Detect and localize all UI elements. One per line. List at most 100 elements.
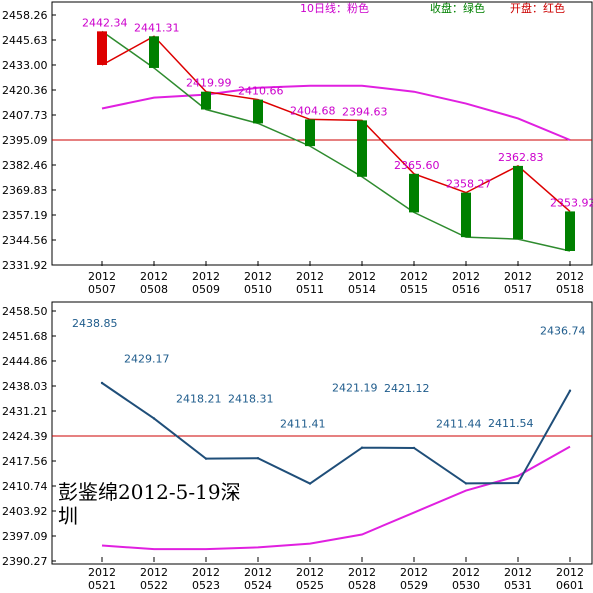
top-xtick-day: 0507 (88, 283, 116, 296)
top-data-label: 2394.63 (342, 105, 388, 118)
top-data-label: 2365.60 (394, 159, 440, 172)
bottom-data-label: 2411.54 (488, 417, 534, 430)
top-xtick-day: 0516 (452, 283, 480, 296)
bottom-xtick-day: 0528 (348, 579, 376, 592)
ma10-series-line (101, 84, 571, 141)
top-data-label: 2441.31 (134, 21, 180, 34)
bottom-data-label: 2438.85 (72, 317, 118, 330)
bottom-data-label: 2436.74 (540, 325, 586, 338)
candle-body (97, 31, 107, 65)
bottom-xtick-day: 0529 (400, 579, 428, 592)
top-xtick-day: 0517 (504, 283, 532, 296)
candle-body (253, 99, 263, 124)
top-data-label: 2442.34 (82, 16, 128, 29)
bottom-data-point (516, 481, 520, 485)
bottom-ytick-label: 2403.92 (2, 505, 48, 518)
top-data-label: 2362.83 (498, 151, 544, 164)
top-ytick-label: 2331.92 (2, 259, 48, 272)
open-series-line (101, 35, 571, 212)
top-ytick-label: 2395.09 (2, 134, 48, 147)
bottom-xtick-year: 2012 (140, 566, 168, 579)
bottom-data-point (256, 457, 260, 460)
bottom-xtick-year: 2012 (400, 566, 428, 579)
bottom-ytick-label: 2444.86 (2, 355, 48, 368)
top-ytick-label: 2369.83 (2, 184, 48, 197)
top-data-label: 2358.27 (446, 178, 492, 191)
top-data-label: 2410.66 (238, 85, 284, 98)
top-ytick-label: 2458.26 (2, 9, 48, 22)
top-data-label: 2353.92 (550, 196, 593, 209)
bottom-data-label: 2411.44 (436, 417, 482, 430)
top-ytick-label: 2420.36 (2, 84, 48, 97)
bottom-xtick-day: 0601 (556, 579, 584, 592)
bottom-data-label: 2429.17 (124, 352, 170, 365)
candle-body (409, 173, 419, 213)
top-xtick-year: 2012 (244, 270, 272, 283)
bottom-xtick-year: 2012 (244, 566, 272, 579)
candle-body (149, 36, 159, 68)
bottom-xtick-day: 0523 (192, 579, 220, 592)
bottom-data-label: 2418.21 (176, 393, 222, 406)
bottom-xtick-day: 0521 (88, 579, 116, 592)
legend-item-2: 开盘：红色 (510, 1, 565, 15)
legend-item-0: 10日线：粉色 (300, 1, 369, 15)
top-xtick-day: 0510 (244, 283, 272, 296)
top-data-label: 2419.99 (186, 77, 232, 90)
top-xtick-year: 2012 (504, 270, 532, 283)
bottom-data-point (412, 446, 416, 450)
bottom-xtick-day: 0524 (244, 579, 272, 592)
top-xtick-day: 0515 (400, 283, 428, 296)
bottom-data-point (100, 381, 104, 385)
top-xtick-year: 2012 (88, 270, 116, 283)
bottom-xtick-day: 0530 (452, 579, 480, 592)
watermark-line-2: 圳 (58, 504, 78, 528)
candle-body (513, 165, 523, 240)
top-xtick-day: 0511 (296, 283, 324, 296)
bottom-xtick-day: 0522 (140, 579, 168, 592)
candle-body (461, 192, 471, 238)
top-xtick-day: 0514 (348, 283, 376, 296)
bottom-data-point (568, 389, 572, 392)
candle-body (201, 91, 211, 110)
bottom-data-label: 2418.31 (228, 392, 274, 405)
top-ytick-label: 2344.56 (2, 234, 48, 247)
top-ytick-label: 2445.63 (2, 34, 48, 47)
top-xtick-year: 2012 (348, 270, 376, 283)
bottom-ytick-label: 2397.09 (2, 530, 48, 543)
bottom-ytick-label: 2410.74 (2, 480, 48, 493)
top-xtick-year: 2012 (400, 270, 428, 283)
legend-item-1: 收盘：绿色 (430, 1, 485, 15)
top-ytick-label: 2357.19 (2, 209, 48, 222)
top-xtick-year: 2012 (296, 270, 324, 283)
bottom-xtick-year: 2012 (556, 566, 584, 579)
top-chart: 2458.26 2445.63 2433.00 2420.36 2407.73 2395.… (2, 9, 593, 296)
bottom-data-point (204, 457, 208, 460)
candle-body (305, 119, 315, 147)
bottom-chart: 2458.50 2451.68 2444.86 2438.03 2431.21 2424.… (2, 305, 592, 592)
bottom-xtick-day: 0525 (296, 579, 324, 592)
top-xtick-year: 2012 (452, 270, 480, 283)
bottom-plot-frame (51, 301, 593, 565)
bottom-xtick-year: 2012 (192, 566, 220, 579)
legend: 10日线：粉色 收盘：绿色 开盘：红色 (300, 1, 565, 15)
top-xtick-year: 2012 (192, 270, 220, 283)
bottom-xtick-year: 2012 (348, 566, 376, 579)
bottom-ytick-label: 2451.68 (2, 330, 48, 343)
bottom-data-label: 2421.12 (384, 382, 430, 395)
bottom-data-point (360, 446, 364, 449)
bottom-data-label: 2421.19 (332, 382, 378, 395)
bottom-data-point (308, 482, 312, 485)
top-ytick-label: 2407.73 (2, 109, 48, 122)
top-xtick-year: 2012 (556, 270, 584, 283)
bottom-ytick-label: 2431.21 (2, 405, 48, 418)
bottom-ytick-label: 2438.03 (2, 380, 48, 393)
bottom-xtick-year: 2012 (452, 566, 480, 579)
bottom-ytick-label: 2417.56 (2, 455, 48, 468)
top-xtick-year: 2012 (140, 270, 168, 283)
top-xtick-day: 0509 (192, 283, 220, 296)
bottom-xtick-day: 0531 (504, 579, 532, 592)
bottom-ytick-label: 2390.27 (2, 555, 48, 568)
bottom-data-point (464, 482, 468, 485)
bottom-data-label: 2411.41 (280, 418, 326, 431)
